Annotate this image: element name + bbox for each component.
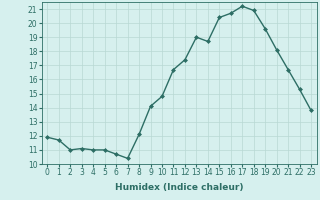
X-axis label: Humidex (Indice chaleur): Humidex (Indice chaleur) [115, 183, 244, 192]
